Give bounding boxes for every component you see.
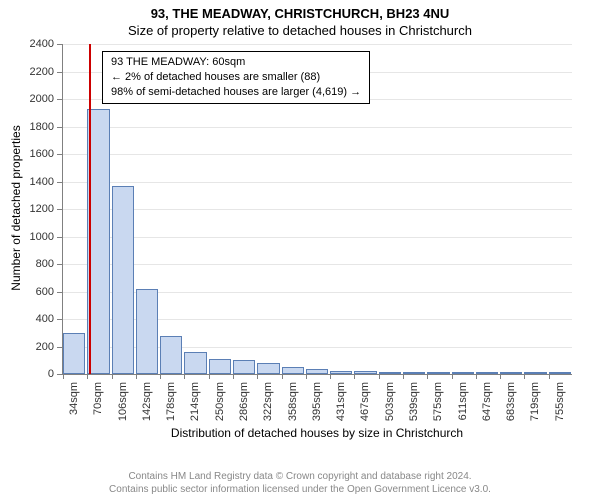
bar bbox=[63, 333, 85, 374]
annotation-box: 93 THE MEADWAY: 60sqm ← 2% of detached h… bbox=[102, 51, 370, 104]
x-tick-label: 178sqm bbox=[165, 382, 177, 422]
x-tick-label: 719sqm bbox=[529, 382, 541, 422]
axis-left bbox=[62, 44, 63, 374]
x-tick bbox=[160, 374, 161, 379]
x-tick bbox=[209, 374, 210, 379]
annotation-line3: 98% of semi-detached houses are larger (… bbox=[111, 85, 361, 100]
footer-line1: Contains HM Land Registry data © Crown c… bbox=[0, 470, 600, 483]
y-tick-label: 1000 bbox=[0, 231, 54, 243]
x-tick bbox=[282, 374, 283, 379]
x-tick-label: 358sqm bbox=[287, 382, 299, 422]
y-tick-label: 1800 bbox=[0, 121, 54, 133]
x-tick-label: 214sqm bbox=[189, 382, 201, 422]
x-tick-label: 106sqm bbox=[117, 382, 129, 422]
gridline bbox=[62, 154, 572, 155]
x-tick bbox=[63, 374, 64, 379]
gridline bbox=[62, 264, 572, 265]
gridline bbox=[62, 237, 572, 238]
x-tick bbox=[233, 374, 234, 379]
x-tick bbox=[379, 374, 380, 379]
y-tick-label: 1600 bbox=[0, 148, 54, 160]
marker-line bbox=[89, 44, 91, 374]
y-tick-label: 1200 bbox=[0, 203, 54, 215]
x-tick bbox=[112, 374, 113, 379]
bar bbox=[112, 186, 134, 374]
gridline bbox=[62, 182, 572, 183]
x-tick bbox=[184, 374, 185, 379]
x-tick-label: 142sqm bbox=[141, 382, 153, 422]
y-tick-label: 2000 bbox=[0, 93, 54, 105]
gridline bbox=[62, 209, 572, 210]
x-axis-title: Distribution of detached houses by size … bbox=[62, 426, 572, 440]
x-tick-label: 467sqm bbox=[359, 382, 371, 422]
chart-subtitle: Size of property relative to detached ho… bbox=[0, 21, 600, 38]
gridline bbox=[62, 44, 572, 45]
y-tick-label: 600 bbox=[0, 286, 54, 298]
bar bbox=[282, 367, 304, 374]
y-tick-label: 200 bbox=[0, 341, 54, 353]
bar bbox=[184, 352, 206, 374]
x-tick bbox=[257, 374, 258, 379]
x-tick-label: 575sqm bbox=[432, 382, 444, 422]
bar bbox=[136, 289, 158, 374]
y-tick-label: 800 bbox=[0, 258, 54, 270]
chart-title: 93, THE MEADWAY, CHRISTCHURCH, BH23 4NU bbox=[0, 0, 600, 21]
bar bbox=[257, 363, 279, 374]
x-tick-label: 431sqm bbox=[335, 382, 347, 422]
axis-bottom bbox=[62, 374, 572, 375]
x-tick bbox=[330, 374, 331, 379]
x-tick-label: 611sqm bbox=[457, 382, 469, 422]
y-tick-label: 1400 bbox=[0, 176, 54, 188]
x-tick bbox=[524, 374, 525, 379]
y-tick-label: 2200 bbox=[0, 66, 54, 78]
x-tick-label: 250sqm bbox=[214, 382, 226, 422]
annotation-line2: ← 2% of detached houses are smaller (88) bbox=[111, 70, 361, 85]
x-tick-label: 395sqm bbox=[311, 382, 323, 422]
annotation-line1: 93 THE MEADWAY: 60sqm bbox=[111, 55, 361, 70]
x-tick-label: 286sqm bbox=[238, 382, 250, 422]
x-tick bbox=[427, 374, 428, 379]
y-tick-label: 2400 bbox=[0, 38, 54, 50]
x-tick-label: 322sqm bbox=[262, 382, 274, 422]
x-tick-label: 683sqm bbox=[505, 382, 517, 422]
x-tick bbox=[476, 374, 477, 379]
x-tick-label: 755sqm bbox=[554, 382, 566, 422]
footer-line2: Contains public sector information licen… bbox=[0, 483, 600, 496]
x-tick-label: 647sqm bbox=[481, 382, 493, 422]
gridline bbox=[62, 127, 572, 128]
x-tick-label: 503sqm bbox=[384, 382, 396, 422]
bar bbox=[209, 359, 231, 374]
bar bbox=[233, 360, 255, 374]
x-tick bbox=[354, 374, 355, 379]
x-tick bbox=[136, 374, 137, 379]
x-tick bbox=[452, 374, 453, 379]
x-tick-label: 34sqm bbox=[68, 382, 80, 422]
y-tick-label: 400 bbox=[0, 313, 54, 325]
y-tick-label: 0 bbox=[0, 368, 54, 380]
x-tick-label: 539sqm bbox=[408, 382, 420, 422]
x-tick bbox=[500, 374, 501, 379]
footer-text: Contains HM Land Registry data © Crown c… bbox=[0, 470, 600, 496]
bar bbox=[160, 336, 182, 375]
chart-container: 93, THE MEADWAY, CHRISTCHURCH, BH23 4NU … bbox=[0, 0, 600, 500]
x-tick bbox=[87, 374, 88, 379]
x-tick bbox=[403, 374, 404, 379]
x-tick bbox=[549, 374, 550, 379]
x-tick bbox=[306, 374, 307, 379]
x-tick-label: 70sqm bbox=[92, 382, 104, 422]
